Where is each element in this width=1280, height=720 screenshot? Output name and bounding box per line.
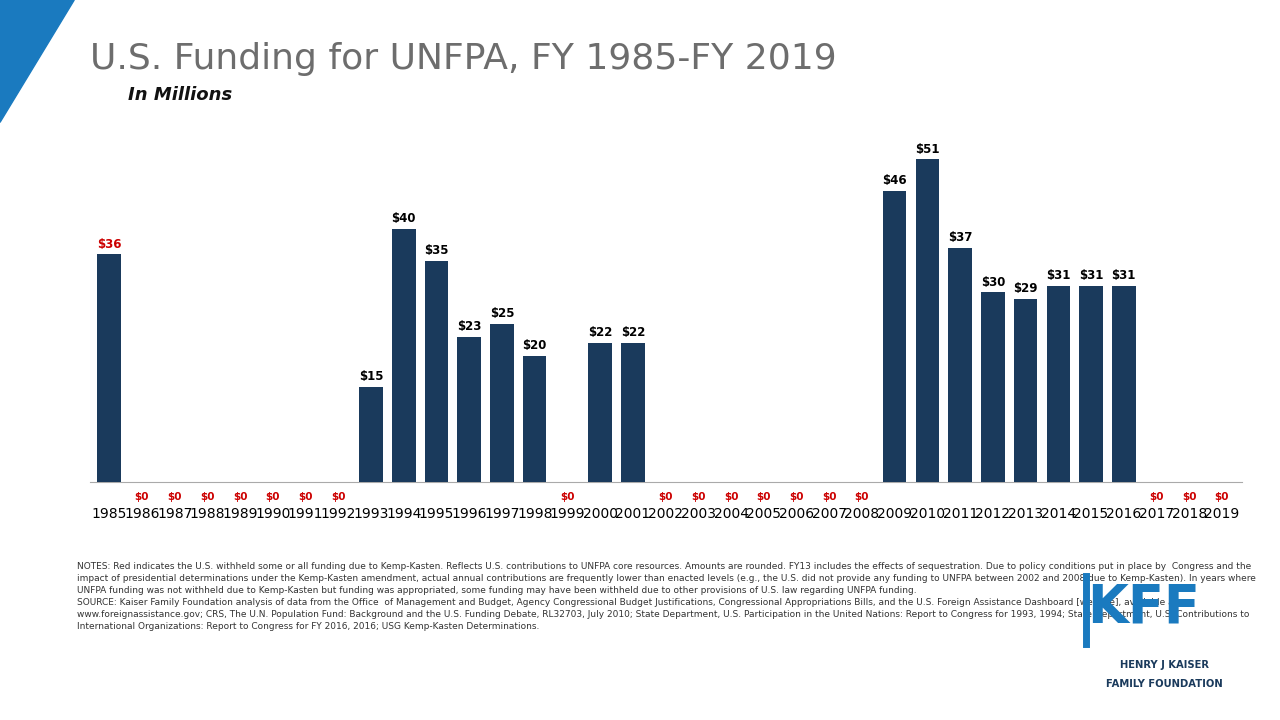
Text: $22: $22	[588, 326, 612, 339]
Text: FAMILY FOUNDATION: FAMILY FOUNDATION	[1106, 679, 1224, 689]
Bar	[883, 191, 906, 482]
Text: $0: $0	[332, 492, 346, 502]
Text: $31: $31	[1079, 269, 1103, 282]
Text: $0: $0	[756, 492, 771, 502]
Text: $31: $31	[1046, 269, 1070, 282]
Text: $36: $36	[97, 238, 122, 251]
Bar	[1112, 286, 1135, 482]
Text: $0: $0	[561, 492, 575, 502]
Text: $23: $23	[457, 320, 481, 333]
Text: $31: $31	[1111, 269, 1135, 282]
Bar	[1079, 286, 1103, 482]
Text: $0: $0	[790, 492, 804, 502]
Text: $0: $0	[855, 492, 869, 502]
Bar	[425, 261, 448, 482]
Text: $15: $15	[358, 371, 383, 384]
Bar	[948, 248, 972, 482]
Text: $0: $0	[1215, 492, 1229, 502]
Text: $0: $0	[1181, 492, 1197, 502]
Text: $30: $30	[980, 276, 1005, 289]
Text: $0: $0	[723, 492, 739, 502]
Text: $40: $40	[392, 212, 416, 225]
Bar	[1014, 299, 1037, 482]
Text: $0: $0	[200, 492, 215, 502]
Bar	[915, 160, 940, 482]
Text: $51: $51	[915, 143, 940, 156]
Text: $0: $0	[266, 492, 280, 502]
Text: $0: $0	[658, 492, 673, 502]
Bar	[621, 343, 645, 482]
Text: $0: $0	[822, 492, 837, 502]
Bar	[980, 292, 1005, 482]
Text: $22: $22	[621, 326, 645, 339]
Text: $37: $37	[948, 231, 973, 244]
Text: $0: $0	[134, 492, 150, 502]
Text: $0: $0	[691, 492, 705, 502]
Text: U.S. Funding for UNFPA, FY 1985-FY 2019: U.S. Funding for UNFPA, FY 1985-FY 2019	[90, 42, 836, 76]
Text: NOTES: Red indicates the U.S. withheld some or all funding due to Kemp-Kasten. R: NOTES: Red indicates the U.S. withheld s…	[77, 562, 1256, 631]
Bar	[524, 356, 547, 482]
Text: $0: $0	[233, 492, 247, 502]
Text: $46: $46	[882, 174, 908, 187]
Bar	[1047, 286, 1070, 482]
Bar	[589, 343, 612, 482]
Text: $35: $35	[424, 244, 449, 257]
Text: In Millions: In Millions	[128, 86, 232, 104]
Text: $0: $0	[1149, 492, 1164, 502]
Text: HENRY J KAISER: HENRY J KAISER	[1120, 660, 1210, 670]
Text: $0: $0	[168, 492, 182, 502]
Bar	[392, 229, 416, 482]
Text: $0: $0	[298, 492, 312, 502]
Bar	[360, 387, 383, 482]
Text: $29: $29	[1014, 282, 1038, 295]
Bar	[490, 324, 513, 482]
Bar	[457, 337, 481, 482]
Text: $20: $20	[522, 339, 547, 352]
Text: $25: $25	[490, 307, 515, 320]
Bar	[97, 254, 122, 482]
Text: KFF: KFF	[1087, 581, 1199, 633]
